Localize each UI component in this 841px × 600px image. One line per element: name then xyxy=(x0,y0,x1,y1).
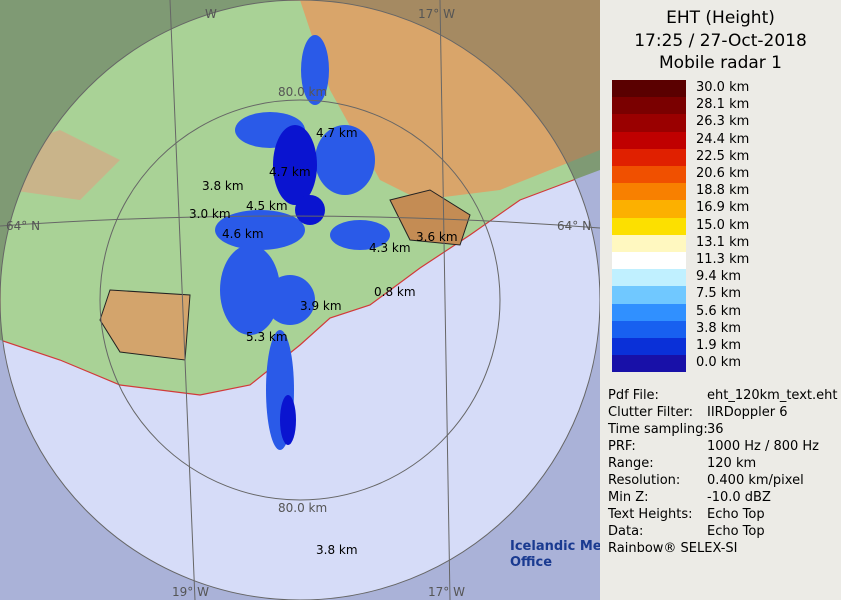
height-label: 0.8 km xyxy=(374,285,416,299)
info-panel: EHT (Height) 17:25 / 27-Oct-2018 Mobile … xyxy=(600,0,841,600)
legend-swatch xyxy=(612,131,686,149)
legend-swatch xyxy=(612,286,686,304)
info-row: Min Z: -10.0 dBZ xyxy=(608,490,771,505)
legend-swatch xyxy=(612,252,686,270)
legend-swatch xyxy=(612,97,686,115)
grid-label: 17° W xyxy=(428,585,465,599)
legend-label: 13.1 km xyxy=(696,234,750,250)
info-value: Echo Top xyxy=(707,507,765,522)
radar-map: W 17° W 64° N 64° N 19° W 17° W 80.0 km 80.0 km… xyxy=(0,0,600,600)
legend-label: 3.8 km xyxy=(696,320,741,336)
range-label: 80.0 km xyxy=(278,501,327,515)
height-label: 3.8 km xyxy=(202,179,244,193)
info-row: Pdf File: eht_120km_text.eht xyxy=(608,388,837,403)
grid-label: 17° W xyxy=(418,7,455,21)
info-label: PRF: xyxy=(608,439,636,454)
info-row: Range: 120 km xyxy=(608,456,756,471)
info-label: Pdf File: xyxy=(608,388,659,403)
legend-swatch xyxy=(612,355,686,373)
legend-swatch xyxy=(612,234,686,252)
legend-label: 30.0 km xyxy=(696,80,750,95)
grid-label: W xyxy=(205,7,217,21)
legend-swatch xyxy=(612,338,686,356)
legend-swatch xyxy=(612,183,686,201)
info-row: Resolution: 0.400 km/pixel xyxy=(608,473,804,488)
info-value: 1000 Hz / 800 Hz xyxy=(707,439,820,454)
info-row: Clutter Filter: IIRDoppler 6 xyxy=(608,405,788,420)
logo-text: Icelandic Met xyxy=(510,539,600,554)
range-label: 80.0 km xyxy=(278,85,327,99)
height-label: 4.6 km xyxy=(222,227,264,241)
info-label: Min Z: xyxy=(608,490,649,505)
info-label: Resolution: xyxy=(608,473,681,488)
legend-label: 0.0 km xyxy=(696,355,741,371)
legend-label: 16.9 km xyxy=(696,200,750,216)
legend-label: 15.0 km xyxy=(696,217,750,233)
legend-swatch xyxy=(612,114,686,132)
height-label: 4.5 km xyxy=(246,199,288,213)
legend-label: 9.4 km xyxy=(696,269,741,285)
legend-label: 1.9 km xyxy=(696,338,741,353)
legend-label: 5.6 km xyxy=(696,303,741,319)
info-row: PRF: 1000 Hz / 800 Hz xyxy=(608,439,819,454)
legend-swatch xyxy=(612,320,686,338)
legend-label: 28.1 km xyxy=(696,97,750,113)
info-row: Data: Echo Top xyxy=(608,524,765,539)
grid-label: 64° N xyxy=(6,219,40,233)
info-label: Clutter Filter: xyxy=(608,405,693,420)
height-label: 4.3 km xyxy=(369,241,411,255)
info-value: -10.0 dBZ xyxy=(707,490,771,505)
legend-swatch xyxy=(612,217,686,235)
info-value: 36 xyxy=(707,422,724,437)
height-label: 3.0 km xyxy=(189,207,231,221)
height-label: 3.6 km xyxy=(416,230,458,244)
height-label: 4.7 km xyxy=(269,165,311,179)
footer: Rainbow® SELEX-SI xyxy=(608,541,738,556)
info-label: Data: xyxy=(608,524,644,539)
height-label: 3.8 km xyxy=(316,543,358,557)
logo-text: Office xyxy=(510,555,552,570)
radar-name: Mobile radar 1 xyxy=(659,53,782,73)
height-label: 5.3 km xyxy=(246,330,288,344)
legend-label: 20.6 km xyxy=(696,166,750,181)
grid-label: 64° N xyxy=(557,219,591,233)
legend-label: 11.3 km xyxy=(696,252,750,267)
legend-swatch xyxy=(612,269,686,287)
legend-swatch xyxy=(612,80,686,98)
grid-label: 19° W xyxy=(172,585,209,599)
legend-swatch xyxy=(612,303,686,321)
info-row: Text Heights: Echo Top xyxy=(608,507,765,522)
legend-label: 18.8 km xyxy=(696,183,750,199)
legend-swatch xyxy=(612,166,686,184)
info-value: 120 km xyxy=(707,456,757,471)
time: 17:25 / 27-Oct-2018 xyxy=(634,31,807,51)
height-label: 4.7 km xyxy=(316,126,358,140)
legend-label: 26.3 km xyxy=(696,114,750,130)
height-label: 3.9 km xyxy=(300,299,342,313)
info-value: Echo Top xyxy=(707,524,765,539)
title: EHT (Height) xyxy=(666,8,775,28)
info-label: Time sampling: xyxy=(608,422,708,437)
legend-swatch xyxy=(612,200,686,218)
info-row: Time sampling: 36 xyxy=(608,422,724,437)
legend-label: 22.5 km xyxy=(696,148,750,164)
info-label: Range: xyxy=(608,456,654,471)
info-label: Text Heights: xyxy=(608,507,693,522)
legend-label: 7.5 km xyxy=(696,286,741,302)
legend-swatch xyxy=(612,148,686,166)
info-value: eht_120km_text.eht xyxy=(707,388,838,403)
legend-label: 24.4 km xyxy=(696,131,750,147)
info-value: 0.400 km/pixel xyxy=(707,473,804,488)
info-value: IIRDoppler 6 xyxy=(707,405,788,420)
